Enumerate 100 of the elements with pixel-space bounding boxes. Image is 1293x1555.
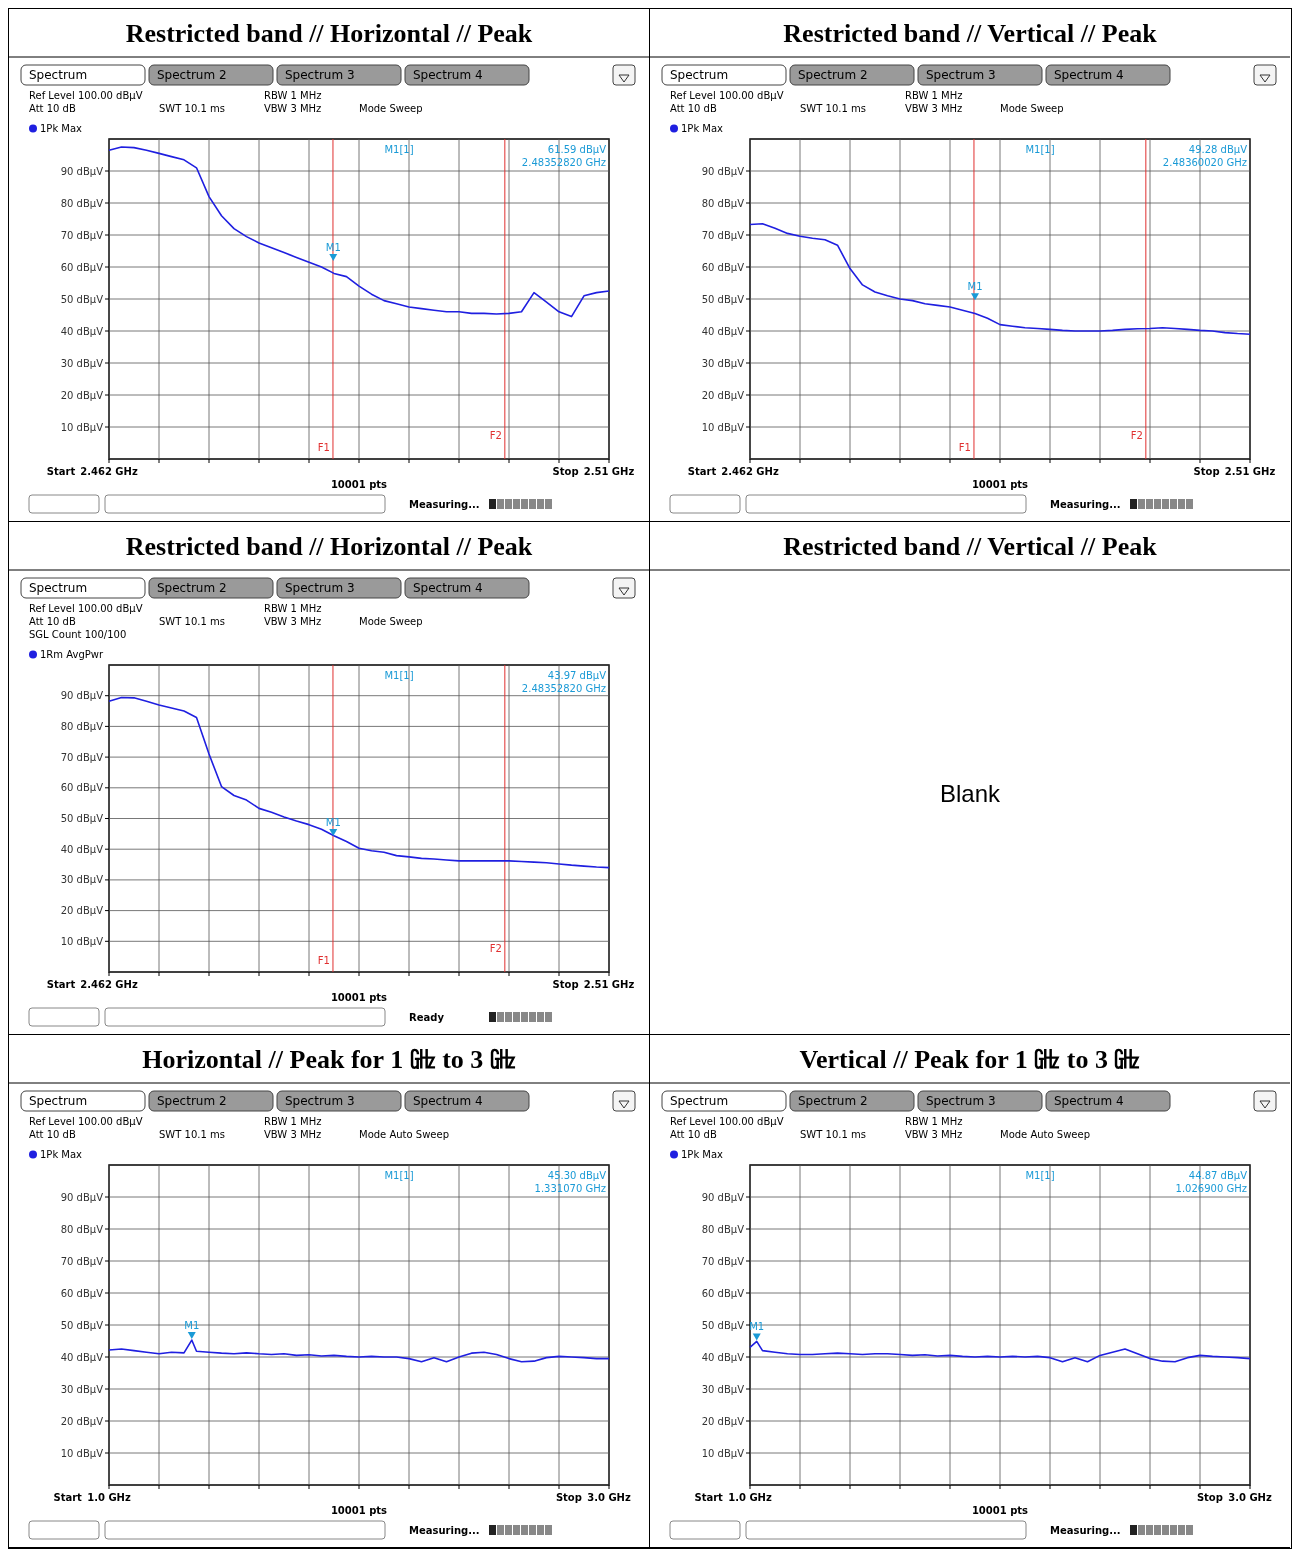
text: SWT 10.1 ms <box>159 103 225 114</box>
text: Spectrum 3 <box>285 1094 355 1108</box>
x-tick-label: 2.51 GHz <box>1224 466 1276 477</box>
y-tick-label: 40 dBµV <box>60 843 104 855</box>
annotation: 45.30 dBµV <box>547 1170 607 1181</box>
y-tick-label: 80 dBµV <box>701 197 745 209</box>
text: Mode Sweep <box>359 616 423 627</box>
y-tick-label: 10 dBµV <box>701 421 745 433</box>
text: 10001 pts <box>330 992 388 1003</box>
text: VBW 3 MHz <box>264 103 322 114</box>
y-tick-label: 10 dBµV <box>60 1447 104 1459</box>
annotation: 2.48360020 GHz <box>1162 157 1247 168</box>
annotation: M1[1] <box>384 1170 414 1181</box>
legend-label: 1Pk Max <box>40 1149 83 1160</box>
annotation: 44.87 dBµV <box>1188 1170 1248 1181</box>
text: Att 10 dB <box>29 1129 76 1140</box>
ref-line-label: F1 <box>958 442 971 453</box>
legend-label: 1Rm AvgPwr <box>40 649 104 660</box>
text: Spectrum 2 <box>157 68 227 82</box>
x-tick-label: 2.462 GHz <box>721 466 779 477</box>
text: SWT 10.1 ms <box>159 1129 225 1140</box>
y-tick-label: 40 dBµV <box>701 325 745 337</box>
text: Mode Auto Sweep <box>1000 1129 1090 1140</box>
text: Spectrum 2 <box>798 1094 868 1108</box>
x-tick-label: 2.462 GHz <box>80 466 138 477</box>
text: Start <box>53 1492 83 1503</box>
text: Mode Auto Sweep <box>359 1129 449 1140</box>
annotation: M1 <box>325 817 341 829</box>
y-tick-label: 40 dBµV <box>60 325 104 337</box>
y-tick-label: 60 dBµV <box>60 1287 104 1299</box>
text: Spectrum 2 <box>157 1094 227 1108</box>
text: Stop <box>555 1492 582 1503</box>
x-tick-label: 2.462 GHz <box>80 979 138 990</box>
text: SWT 10.1 ms <box>800 103 866 114</box>
annotation: 49.28 dBµV <box>1188 144 1248 155</box>
legend-label: 1Pk Max <box>681 1149 724 1160</box>
text: Spectrum 3 <box>285 68 355 82</box>
annotation: 1.026900 GHz <box>1175 1183 1247 1194</box>
y-tick-label: 20 dBµV <box>60 389 104 401</box>
text: Ref Level 100.00 dBµV <box>670 90 784 101</box>
annotation: 2.48352820 GHz <box>521 683 606 694</box>
chart-title: Restricted band // Horizontal // Peak <box>125 532 533 561</box>
text: Spectrum <box>29 68 88 82</box>
y-tick-label: 30 dBµV <box>60 1383 104 1395</box>
text: Spectrum 2 <box>157 581 227 595</box>
y-tick-label: 90 dBµV <box>701 1191 745 1203</box>
annotation: M1 <box>184 1320 200 1332</box>
y-tick-label: 90 dBµV <box>60 1191 104 1203</box>
y-tick-label: 30 dBµV <box>60 874 104 886</box>
text: Spectrum 4 <box>413 1094 483 1108</box>
y-tick-label: 20 dBµV <box>60 1415 104 1427</box>
y-tick-label: 10 dBµV <box>60 421 104 433</box>
annotation: 2.48352820 GHz <box>521 157 606 168</box>
y-tick-label: 50 dBµV <box>60 813 104 824</box>
text: Spectrum <box>29 581 88 595</box>
y-tick-label: 40 dBµV <box>701 1351 745 1363</box>
text: Spectrum 3 <box>926 1094 996 1108</box>
x-tick-label: 2.51 GHz <box>583 466 635 477</box>
text: Start <box>687 466 717 477</box>
y-tick-label: 30 dBµV <box>701 357 745 369</box>
annotation: M1[1] <box>384 670 414 681</box>
text: VBW 3 MHz <box>905 1129 963 1140</box>
text: Mode Sweep <box>359 103 423 114</box>
x-tick-label: 1.0 GHz <box>87 1492 131 1503</box>
x-tick-label: 2.51 GHz <box>583 979 635 990</box>
y-tick-label: 60 dBµV <box>701 1287 745 1299</box>
text: Measuring... <box>409 499 480 510</box>
chart-title: Horizontal // Peak for 1 ㎓ to 3 ㎓ <box>142 1045 516 1074</box>
y-tick-label: 20 dBµV <box>701 389 745 401</box>
text: Spectrum 3 <box>285 581 355 595</box>
annotation: 61.59 dBµV <box>547 144 607 155</box>
y-tick-label: 70 dBµV <box>60 751 104 763</box>
chart-title: Restricted band // Horizontal // Peak <box>125 19 533 48</box>
ref-line-label: F2 <box>489 943 502 954</box>
text: RBW 1 MHz <box>905 1116 963 1127</box>
y-tick-label: 70 dBµV <box>701 229 745 241</box>
annotation: M1 <box>967 281 983 293</box>
text: Measuring... <box>409 1525 480 1536</box>
y-tick-label: 90 dBµV <box>60 690 104 702</box>
y-tick-label: 80 dBµV <box>701 1223 745 1235</box>
text: Start <box>46 979 76 990</box>
y-tick-label: 40 dBµV <box>60 1351 104 1363</box>
annotation: M1 <box>325 241 341 253</box>
legend-label: 1Pk Max <box>40 123 83 134</box>
text: RBW 1 MHz <box>264 603 322 614</box>
text: Spectrum 3 <box>926 68 996 82</box>
y-tick-label: 10 dBµV <box>701 1447 745 1459</box>
text: Spectrum 2 <box>798 68 868 82</box>
y-tick-label: 90 dBµV <box>701 165 745 177</box>
ref-line-label: F1 <box>317 955 330 966</box>
text: Ref Level 100.00 dBµV <box>29 90 143 101</box>
text: Spectrum 4 <box>413 68 483 82</box>
text: 10001 pts <box>971 1505 1029 1516</box>
text: SGL Count 100/100 <box>29 629 127 640</box>
annotation: M1[1] <box>384 144 414 155</box>
chart-title: Vertical // Peak for 1 ㎓ to 3 ㎓ <box>799 1045 1141 1074</box>
text: Measuring... <box>1050 499 1121 510</box>
y-tick-label: 30 dBµV <box>701 1383 745 1395</box>
y-tick-label: 10 dBµV <box>60 935 104 947</box>
y-tick-label: 50 dBµV <box>60 1319 104 1331</box>
